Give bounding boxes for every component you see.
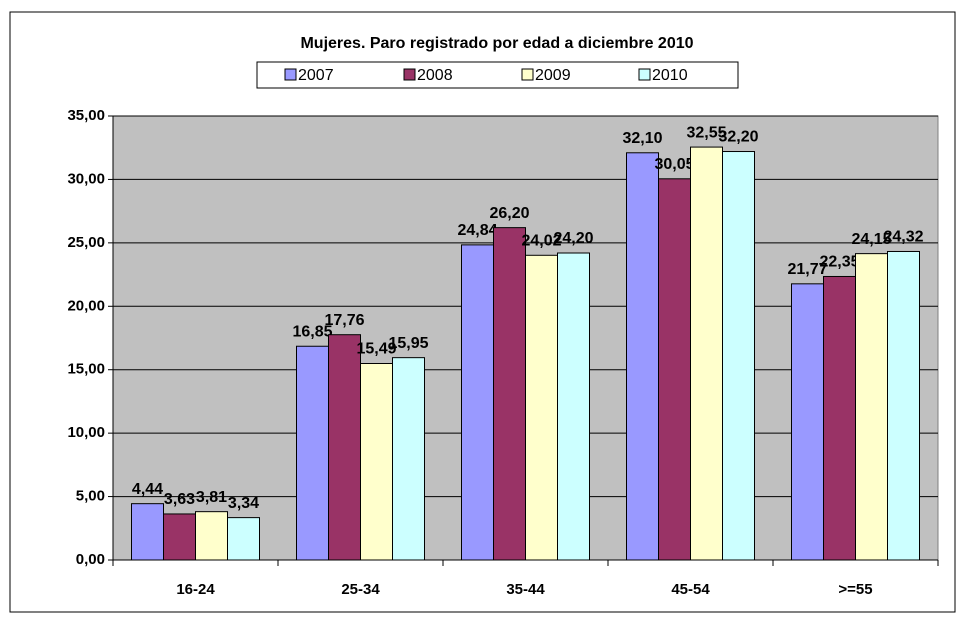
data-label: 26,20 [489,205,529,222]
chart-title: Mujeres. Paro registrado por edad a dici… [300,35,693,52]
data-label: 24,15 [851,231,891,248]
data-label: 32,55 [686,124,726,141]
bar [722,151,755,561]
data-label: 30,05 [654,156,694,173]
data-label: 24,02 [521,233,561,250]
data-label: 16,85 [292,323,332,340]
data-label: 24,20 [553,230,593,247]
x-tick-label: 45-54 [671,581,710,598]
data-label: 22,35 [819,254,859,271]
bar [855,253,888,561]
bar [887,250,920,561]
bar [461,244,494,561]
y-tick-label: 10,00 [67,424,105,441]
data-label: 3,81 [196,489,227,506]
bar [626,152,659,561]
bar [195,511,228,561]
legend-label: 2009 [535,67,571,84]
bar [690,146,723,561]
bar [328,334,361,561]
bar [360,362,393,561]
bar [525,254,558,561]
bar [823,275,856,561]
bar [392,357,425,561]
x-tick-label: 16-24 [176,581,215,598]
data-label: 24,32 [883,229,923,246]
bar [227,517,260,561]
y-tick-label: 15,00 [67,361,105,378]
data-label: 3,63 [164,491,195,508]
x-tick-label: 35-44 [506,581,545,598]
bar [493,227,526,561]
data-label: 3,34 [228,495,259,512]
data-label: 15,49 [356,341,396,358]
data-label: 21,77 [787,261,827,278]
data-label: 32,10 [622,130,662,147]
bar [163,513,196,561]
x-tick-label: 25-34 [341,581,380,598]
bar [791,283,824,561]
legend-swatch [284,68,297,81]
data-label: 17,76 [324,312,364,329]
y-tick-label: 35,00 [67,107,105,124]
bar [296,345,329,561]
data-label: 4,44 [132,481,163,498]
x-tick-label: >=55 [838,581,872,598]
y-tick-label: 5,00 [76,488,105,505]
bar [557,252,590,561]
bar [658,178,691,561]
y-tick-label: 30,00 [67,170,105,187]
y-tick-label: 25,00 [67,234,105,251]
legend-swatch [403,68,416,81]
y-tick-label: 20,00 [67,297,105,314]
legend-swatch [638,68,651,81]
legend-label: 2008 [417,67,453,84]
data-label: 32,20 [718,129,758,146]
legend [256,61,739,89]
y-tick-label: 0,00 [76,551,105,568]
data-label: 15,95 [388,335,428,352]
data-label: 24,84 [457,222,497,239]
legend-label: 2007 [298,67,334,84]
bar [131,503,164,561]
legend-swatch [521,68,534,81]
legend-label: 2010 [652,67,688,84]
